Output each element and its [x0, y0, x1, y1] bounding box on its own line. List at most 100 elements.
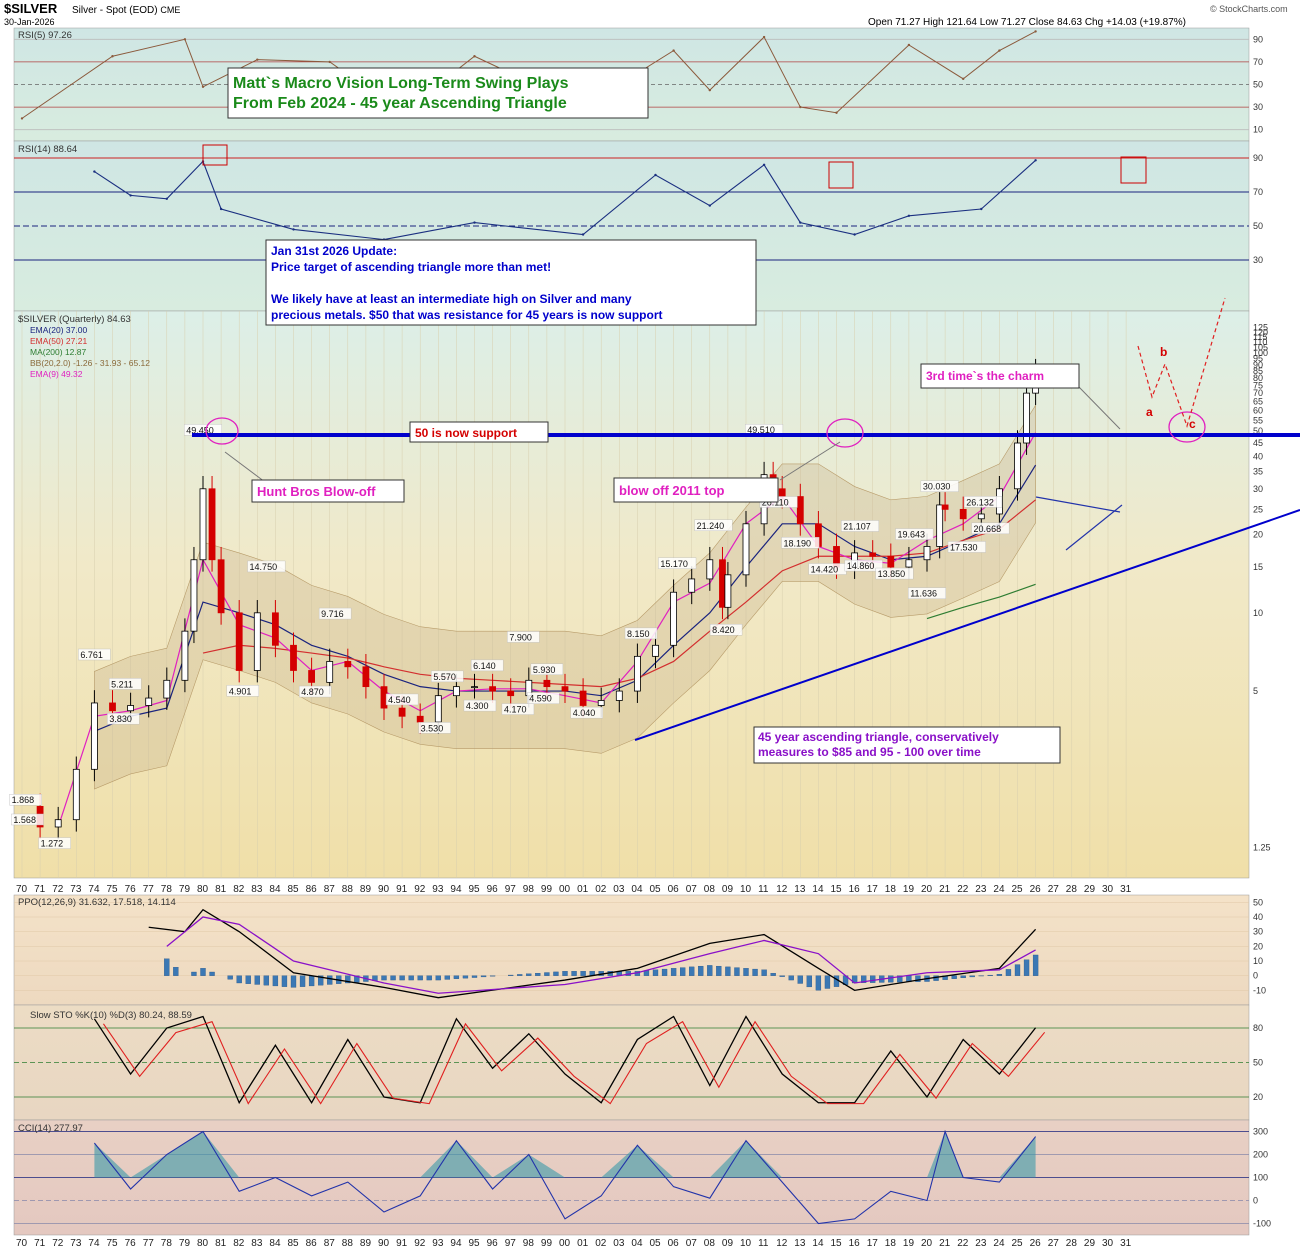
- price-label-bg: [470, 659, 504, 672]
- rsi14-point: [799, 221, 802, 224]
- title-line-2: From Feb 2024 - 45 year Ascending Triang…: [233, 95, 567, 112]
- price-label-bg: [507, 631, 540, 643]
- price-tick-label: 1.25: [1253, 843, 1271, 853]
- year-tick-label: 95: [469, 1238, 481, 1249]
- ppo-histogram-bar: [797, 975, 803, 984]
- candle-body: [507, 690, 515, 697]
- ppo-tick-label: 20: [1253, 941, 1263, 951]
- ascending-trendline: [634, 509, 1300, 741]
- rsi14-tick-label: 90: [1253, 153, 1263, 163]
- price-label-bg: [908, 587, 947, 599]
- year-tick-label: 86: [306, 884, 318, 895]
- year-tick-label: 09: [722, 1238, 734, 1249]
- year-tick-label: 80: [197, 1238, 209, 1249]
- year-tick-label: 88: [342, 1238, 354, 1249]
- year-tick-label: 72: [52, 1238, 64, 1249]
- candle-body: [905, 559, 913, 568]
- year-tick-label: 96: [487, 884, 499, 895]
- year-tick-label: 87: [324, 1238, 336, 1249]
- year-tick-label: 17: [867, 884, 879, 895]
- price-label: 18.190: [784, 538, 812, 548]
- rsi14-box-1980: [202, 144, 228, 166]
- year-tick-label: 96: [487, 1238, 499, 1249]
- rsi5-point: [328, 60, 331, 64]
- year-tick-label: 18: [885, 1238, 897, 1249]
- price-label: 9.716: [321, 609, 344, 619]
- triangle-annotation: 45 year ascending triangle, conservative…: [753, 726, 1061, 764]
- year-tick-label: 15: [831, 884, 843, 895]
- price-label: 4.540: [388, 695, 411, 705]
- candle-body: [253, 612, 261, 671]
- price-tick-label: 65: [1253, 397, 1263, 407]
- year-tick-label: 93: [432, 884, 444, 895]
- rsi14-point: [93, 170, 96, 173]
- charm-annotation: 3rd time`s the charm: [920, 363, 1121, 430]
- year-tick-label: 94: [450, 1238, 462, 1249]
- price-label: 6.140: [473, 661, 496, 671]
- year-tick-label: 77: [143, 884, 155, 895]
- year-tick-label: 95: [469, 884, 481, 895]
- year-tick-label: 81: [215, 884, 227, 895]
- year-tick-label: 05: [650, 884, 662, 895]
- year-tick-label: 11: [758, 884, 769, 895]
- price-label: 14.860: [847, 561, 875, 571]
- candle-body: [579, 690, 587, 706]
- hunt-annotation: Hunt Bros Blow-off: [224, 451, 405, 503]
- year-tick-label: 92: [414, 1238, 426, 1249]
- ppo-histogram-bar: [652, 969, 659, 976]
- rsi5-tick-label: 10: [1253, 125, 1263, 135]
- year-tick-label: 20: [921, 1238, 933, 1249]
- ppo-histogram-bar: [173, 967, 179, 976]
- price-tick-label: 60: [1253, 406, 1263, 416]
- ppo-histogram-bar: [833, 975, 840, 987]
- price-tick-label: 85: [1253, 366, 1263, 376]
- rsi5-point: [111, 55, 114, 58]
- candle-body: [936, 504, 944, 547]
- price-label-bg: [385, 693, 419, 706]
- year-tick-label: 89: [360, 884, 372, 895]
- ppo-histogram-bar: [508, 974, 514, 976]
- year-tick-label: 30: [1102, 1238, 1114, 1249]
- ppo-histogram-bar: [191, 971, 197, 976]
- price-label-bg: [947, 541, 986, 553]
- candle-body: [54, 819, 62, 828]
- ppo-tick-label: 50: [1253, 897, 1263, 907]
- rsi14-point: [907, 214, 911, 217]
- cci-tick-label: 0: [1253, 1196, 1258, 1206]
- year-tick-label: 14: [812, 884, 824, 895]
- ppo-histogram-bar: [272, 975, 279, 987]
- year-tick-label: 73: [70, 1238, 82, 1249]
- year-tick-label: 82: [233, 884, 245, 895]
- price-label: 4.170: [504, 705, 527, 715]
- rsi14-tick-label: 30: [1253, 255, 1263, 265]
- year-tick-label: 89: [360, 1238, 372, 1249]
- wave-c-label: c: [1189, 417, 1196, 431]
- ppo-histogram-bar: [526, 973, 532, 976]
- year-tick-label: 74: [88, 1238, 100, 1249]
- year-tick-label: 90: [378, 884, 390, 895]
- price-label-bg: [658, 557, 697, 569]
- ppo-histogram-bar: [236, 975, 242, 984]
- ppo-histogram-bar: [453, 975, 460, 979]
- rsi5-point: [799, 105, 802, 109]
- ppo-histogram-bar: [1005, 969, 1012, 976]
- candle-body: [190, 559, 198, 632]
- ppo-histogram-bar: [227, 975, 233, 980]
- year-tick-label: 98: [523, 884, 535, 895]
- price-tick-label: 100: [1253, 348, 1268, 358]
- candle-body: [1023, 392, 1030, 444]
- rsi5-tick-label: 90: [1253, 34, 1263, 44]
- candle-body: [181, 630, 189, 681]
- candle-body: [145, 697, 153, 706]
- year-tick-label: 01: [577, 884, 589, 895]
- ppo-histogram-bar: [761, 969, 767, 976]
- year-tick-label: 84: [269, 884, 281, 895]
- price-label-bg: [431, 670, 464, 683]
- year-tick-label: 28: [1066, 1238, 1078, 1249]
- symbol: $SILVER: [4, 1, 58, 16]
- price-tick-label: 20: [1253, 530, 1263, 540]
- ppo-histogram-bar: [399, 975, 405, 981]
- year-tick-label: 71: [34, 884, 46, 895]
- price-tick-label: 30: [1253, 484, 1263, 494]
- ppo-histogram-bar: [200, 968, 206, 976]
